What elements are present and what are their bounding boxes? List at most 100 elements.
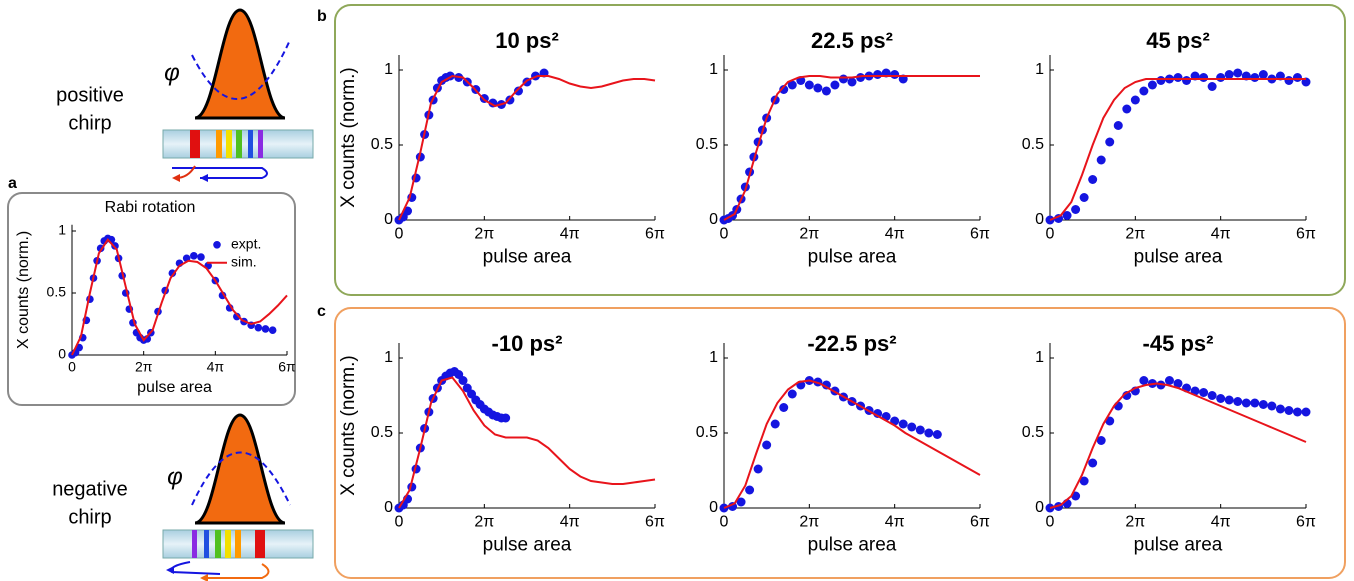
expt-point: [736, 497, 746, 507]
expt-point: [505, 95, 515, 105]
x-tick-label: 6π: [645, 514, 665, 531]
expt-point: [1292, 407, 1302, 417]
panel-c-frame: [334, 307, 1346, 579]
expt-point: [1105, 137, 1115, 147]
expt-point: [1122, 104, 1132, 114]
x-tick-label: 6π: [970, 514, 990, 531]
expt-point: [1096, 436, 1106, 445]
expt-point: [1096, 155, 1106, 165]
x-tick-label: 0: [395, 514, 404, 531]
x-tick-label: 4π: [207, 358, 225, 374]
legend-label: expt.: [231, 236, 261, 252]
x-tick-label: 6π: [645, 226, 665, 243]
phi-symbol: φ: [164, 59, 180, 86]
x-tick-label: 6π: [1296, 514, 1316, 531]
expt-point: [1250, 398, 1260, 408]
y-tick-label: 1: [1035, 349, 1044, 366]
sim-line: [723, 379, 981, 509]
y-axis-label: X counts (norm.): [338, 67, 359, 207]
x-tick-label: 4π: [560, 514, 580, 531]
expt-point: [907, 422, 917, 432]
expt-point: [830, 80, 840, 90]
expt-point: [1173, 379, 1183, 388]
expt-point: [233, 312, 241, 321]
y-tick-label: 0: [1035, 499, 1044, 516]
y-tick-label: 1: [1035, 61, 1044, 78]
chart-title: 10 ps²: [495, 28, 559, 53]
phi-symbol: φ: [167, 463, 183, 490]
expt-point: [1275, 404, 1285, 414]
positive-chirp-illustration: positive chirp φ: [56, 8, 314, 182]
expt-point: [1079, 193, 1089, 202]
expt-point: [254, 323, 263, 332]
expt-point: [924, 428, 934, 438]
x-tick-label: 0: [68, 358, 76, 374]
expt-point: [501, 413, 511, 423]
expt-point: [1284, 406, 1294, 415]
x-tick-label: 2π: [1125, 226, 1145, 243]
expt-point: [779, 85, 789, 94]
y-tick-label: 0.5: [1022, 136, 1044, 153]
expt-point: [1113, 121, 1123, 130]
expt-point: [1164, 376, 1174, 385]
x-axis-label: pulse area: [483, 246, 572, 267]
x-tick-label: 2π: [799, 226, 819, 243]
x-axis-label: pulse area: [808, 534, 897, 555]
expt-point: [890, 70, 900, 79]
expt-point: [197, 253, 205, 261]
expt-point: [813, 83, 823, 93]
expt-point: [847, 77, 857, 87]
chart-title: -10 ps²: [492, 331, 563, 356]
expt-point: [1079, 476, 1089, 486]
x-tick-label: 2π: [799, 514, 819, 531]
x-tick-label: 2π: [474, 514, 494, 531]
y-tick-label: 0.5: [696, 424, 718, 441]
expt-point: [1088, 458, 1098, 468]
expt-point: [261, 325, 270, 333]
x-tick-label: 6π: [1296, 226, 1316, 243]
x-tick-label: 0: [720, 514, 729, 531]
x-tick-label: 4π: [885, 226, 905, 243]
expt-point: [1182, 76, 1192, 85]
expt-point: [1233, 397, 1243, 406]
chart-title: 45 ps²: [1146, 28, 1210, 53]
expt-point: [1216, 73, 1226, 82]
y-tick-label: 1: [384, 61, 393, 78]
expt-point: [753, 464, 763, 474]
panel-label: c: [317, 303, 326, 320]
expt-point: [111, 242, 119, 250]
expt-point: [1071, 205, 1081, 214]
expt-point: [1292, 73, 1302, 82]
expt-point: [1284, 76, 1294, 85]
y-tick-label: 1: [709, 349, 718, 366]
expt-point: [838, 74, 848, 84]
x-tick-label: 2π: [135, 358, 153, 374]
x-axis-label: pulse area: [1134, 534, 1223, 555]
x-axis-label: pulse area: [1134, 246, 1223, 267]
y-tick-label: 0: [709, 211, 718, 228]
y-tick-label: 0: [384, 211, 393, 228]
pulse: [194, 413, 286, 525]
expt-point: [745, 485, 755, 495]
expt-point: [1216, 394, 1226, 403]
expt-point: [821, 86, 831, 96]
expt-point: [1233, 68, 1243, 78]
y-tick-label: 1: [58, 222, 66, 238]
panel-a-frame: [7, 192, 296, 406]
expt-point: [1224, 70, 1234, 79]
expt-point: [932, 430, 942, 439]
sim-line: [1049, 382, 1307, 509]
expt-point: [804, 80, 814, 90]
x-tick-label: 4π: [560, 226, 580, 243]
phase-curve: [191, 451, 291, 506]
y-tick-label: 1: [709, 61, 718, 78]
expt-point: [1207, 391, 1217, 400]
y-tick-label: 0: [58, 346, 66, 362]
x-tick-label: 4π: [1211, 514, 1231, 531]
expt-point: [787, 80, 797, 90]
y-tick-label: 0: [709, 499, 718, 516]
expt-point: [1241, 398, 1251, 408]
expt-point: [770, 419, 780, 429]
expt-point: [762, 440, 772, 450]
expt-point: [1250, 73, 1260, 82]
